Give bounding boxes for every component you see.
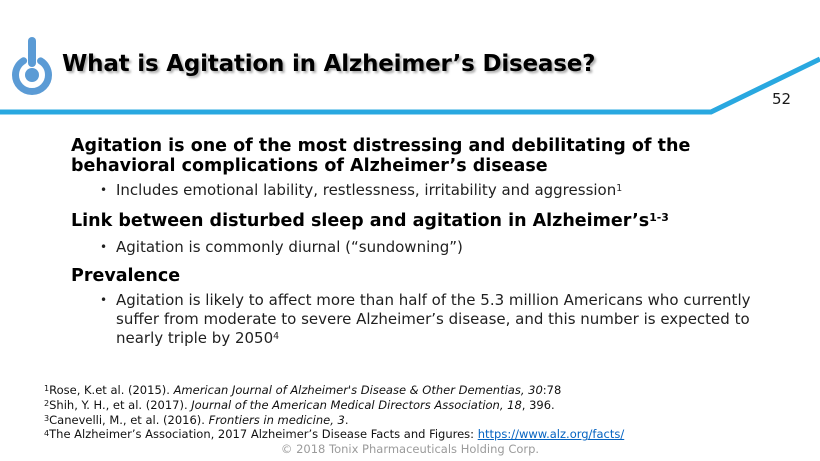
section1-bullet-text: Includes emotional lability, restlessnes… [116,181,617,199]
footnote-text: Shih, Y. H., et al. (2017). [49,397,192,412]
bullet-item: • Agitation is commonly diurnal (“sundow… [100,238,783,257]
section3-heading-text: Prevalence [71,266,181,286]
section2-bullet-text: Agitation is commonly diurnal (“sundowni… [116,238,463,256]
bullet-marker: • [100,293,108,307]
power-icon-ring [12,55,52,95]
bullet-text: Includes emotional lability, restlessnes… [116,181,783,202]
footnote: 4The Alzheimer’s Association, 2017 Alzhe… [44,427,625,443]
footnote-text: Rose, K.et al. (2015). [49,383,174,397]
bullet-item: • Agitation is likely to affect more tha… [100,291,783,350]
footnote-ref: 1 [616,182,623,194]
copyright: © 2018 Tonix Pharmaceuticals Holding Cor… [280,442,540,456]
slide-title: What is Agitation in Alzheimer’s Disease… [62,51,596,77]
footnote-journal: Frontiers in medicine, 3 [208,412,345,427]
footnote: 2Shih, Y. H., et al. (2017). Journal of … [44,397,624,414]
footnote-journal: Journal of the American Medical Director… [191,397,522,412]
slide-body: Agitation is one of the most distressing… [71,136,783,350]
footnote: 3Canevelli, M., et al. (2016). Frontiers… [44,412,624,429]
bullet-text: Agitation is commonly diurnal (“sundowni… [116,238,783,257]
section1-heading: Agitation is one of the most distressing… [71,136,761,176]
bullet-item: • Includes emotional lability, restlessn… [100,181,783,202]
section2-heading-text: Link between disturbed sleep and agitati… [71,211,650,231]
power-button-icon [12,37,52,95]
bullet-marker: • [100,183,108,197]
footnote-number: 4 [44,428,50,438]
footnote-text: :78 [542,383,562,397]
bullet-text: Agitation is likely to affect more than … [116,291,783,350]
footnote-number: 2 [44,398,50,408]
power-icon-stem [28,37,36,67]
footnote-text: . [344,412,349,427]
section2-heading: Link between disturbed sleep and agitati… [71,211,761,233]
alz-facts-link[interactable]: https://www.alz.org/facts/ [477,427,625,442]
footnote-ref: 1-3 [649,211,669,225]
footnote-text: The Alzheimer’s Association, 2017 Alzhei… [49,427,478,442]
footnote-number: 3 [44,413,50,423]
section3-heading: Prevalence [71,266,761,286]
footnote-ref: 4 [273,330,280,342]
footnote-text: Canevelli, M., et al. (2016). [49,412,209,427]
footnote-number: 1 [44,384,50,394]
footnote-text: , 396. [521,397,555,412]
footnote-journal: American Journal of Alzheimer's Disease … [173,383,543,397]
power-icon-dot [25,68,39,82]
section1-heading-text: Agitation is one of the most distressing… [71,136,691,176]
bullet-marker: • [100,240,108,254]
page-number: 52 [772,90,792,108]
section3-bullet-text: Agitation is likely to affect more than … [116,291,751,347]
footnote: 1Rose, K.et al. (2015). American Journal… [44,383,624,399]
footnotes: 1Rose, K.et al. (2015). American Journal… [44,383,625,443]
